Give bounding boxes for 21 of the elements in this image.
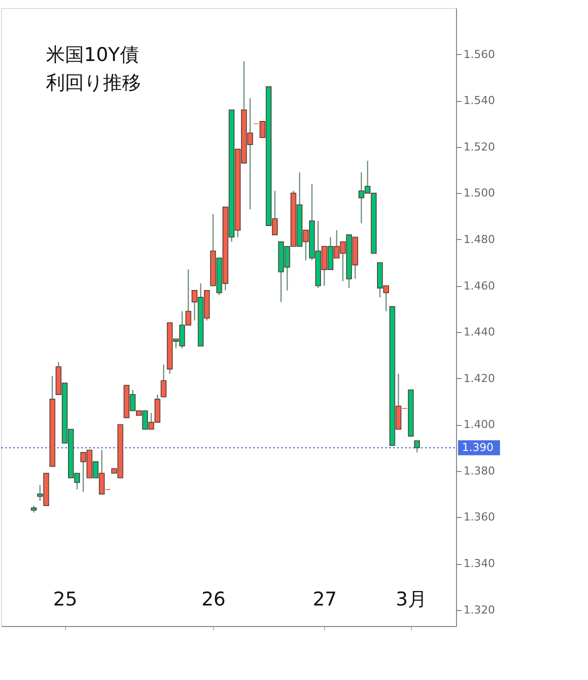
x-tick-label: 25 [53, 588, 78, 610]
y-tick-label: 1.420 [464, 372, 495, 385]
text: 米国10Y債利回り推移 [46, 44, 141, 94]
y-tick-label: 1.380 [464, 464, 495, 478]
y-tick-label: 1.440 [464, 326, 495, 339]
y-tick-label: 1.320 [464, 603, 495, 616]
y-tick-label: 1.340 [464, 557, 495, 570]
y-tick-label: 1.500 [464, 186, 495, 200]
y-tick-label: 1.360 [464, 510, 495, 524]
candlestick [160, 364, 167, 398]
x-tick-label: 27 [312, 588, 337, 610]
y-tick-label: 1.540 [464, 94, 495, 108]
y-tick-label: 1.560 [464, 48, 495, 61]
x-tick-label: 26 [201, 588, 226, 610]
y-tick-label: 1.480 [464, 232, 495, 246]
x-tick-label: 3月 [396, 588, 427, 610]
y-tick-label: 1.460 [464, 279, 495, 292]
candlestick [414, 440, 420, 454]
ref-line-label: 1.390 [462, 440, 494, 454]
y-tick-label: 1.520 [464, 140, 495, 154]
y-tick-label: 1.400 [464, 418, 495, 432]
